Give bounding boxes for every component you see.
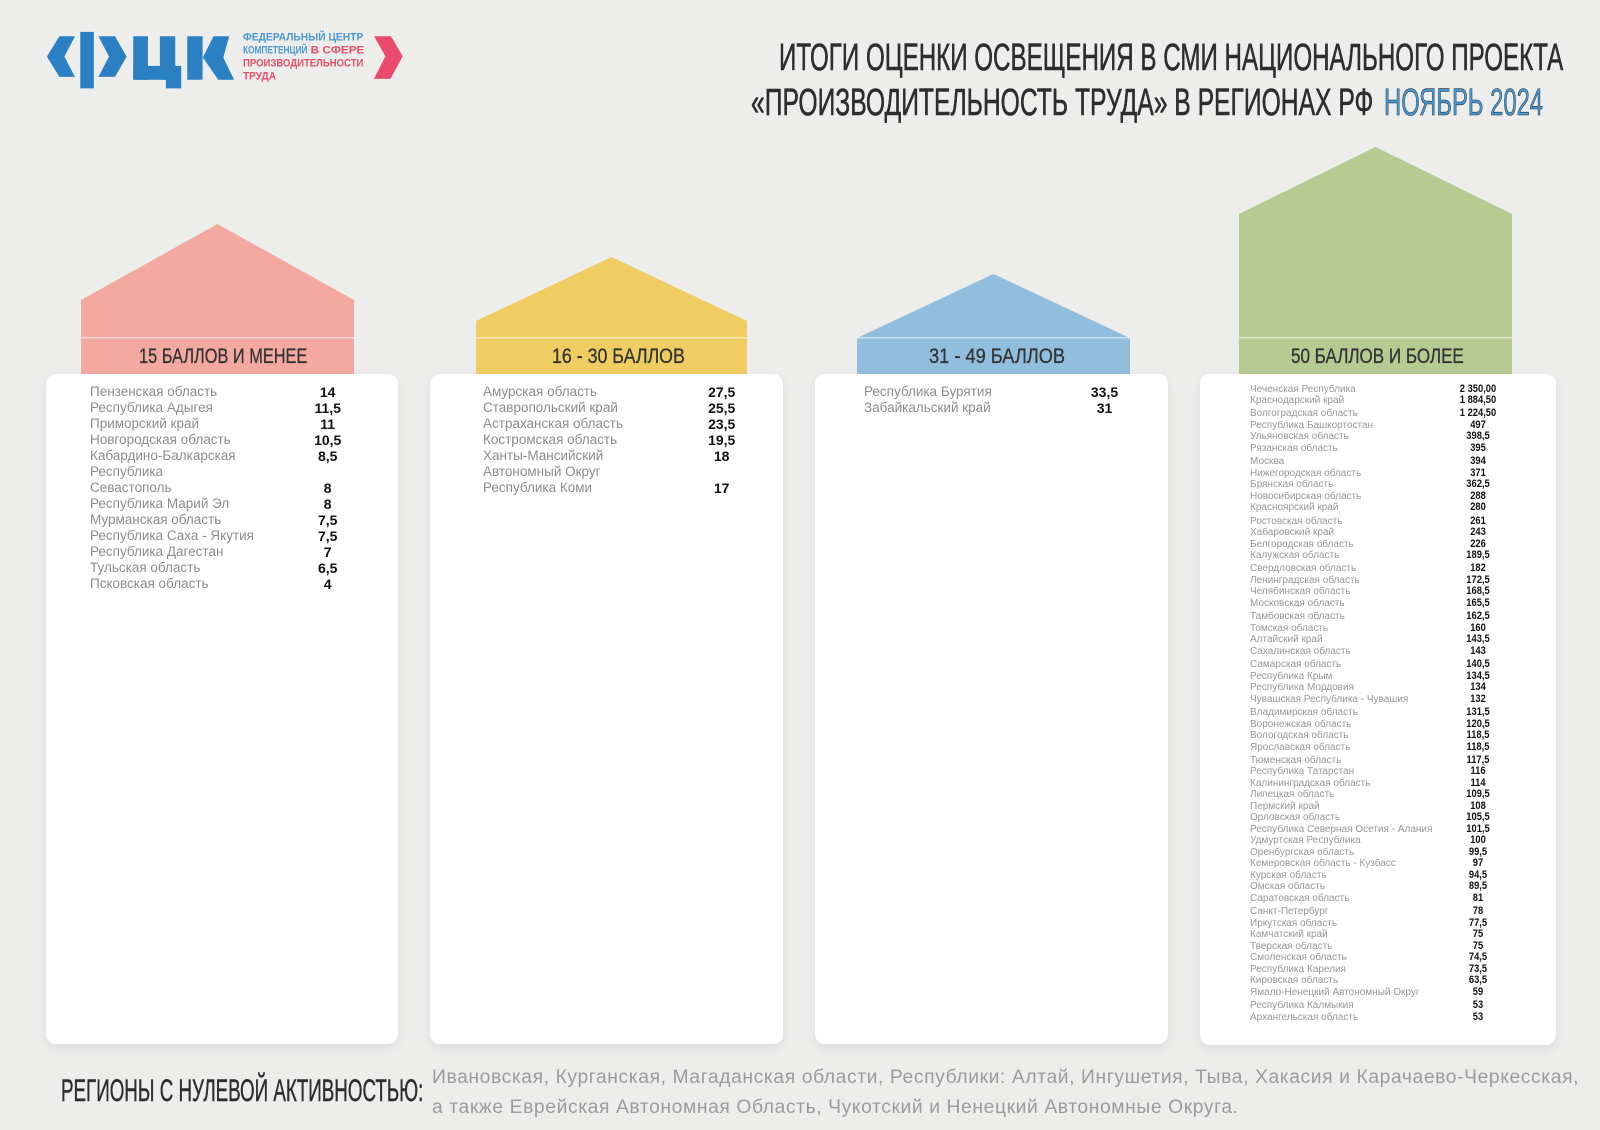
svg-text:ФЕДЕРАЛЬНЫЙ ЦЕНТР: ФЕДЕРАЛЬНЫЙ ЦЕНТР: [243, 30, 363, 43]
svg-text:ТРУДА: ТРУДА: [243, 70, 276, 82]
svg-text:В СФЕРЕ: В СФЕРЕ: [311, 44, 365, 56]
svg-text:КОМПЕТЕНЦИЙ: КОМПЕТЕНЦИЙ: [243, 43, 308, 56]
svg-text:ПРОИЗВОДИТЕЛЬНОСТИ: ПРОИЗВОДИТЕЛЬНОСТИ: [243, 57, 363, 69]
